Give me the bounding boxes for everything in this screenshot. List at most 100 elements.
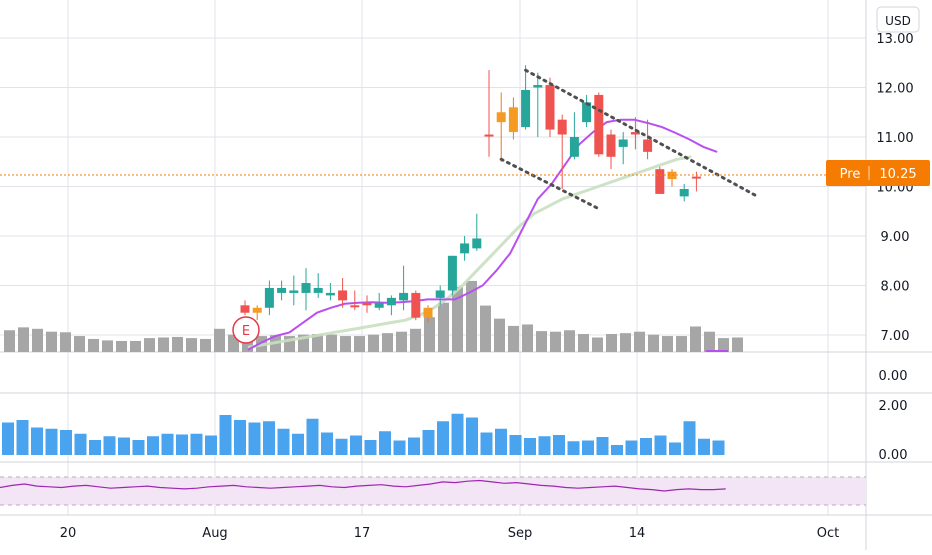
candle-body [679,188,689,197]
indicator-bar [466,417,478,455]
volume-bar [662,336,673,352]
indicator-bar [103,436,116,455]
indicator-bar [538,436,551,455]
volume-bar [704,331,715,352]
indicator-bar [553,435,565,455]
indicator-bar [611,445,623,455]
time-tick-label: 14 [629,526,646,541]
time-tick-label: Oct [817,526,839,541]
volume-bar [522,324,533,352]
indicator-bar [582,440,594,455]
volume-bar [592,337,603,352]
price-axis[interactable]: 13.0012.0011.0010.009.008.007.000.002.00… [876,32,913,463]
rsi-line-path [0,479,726,492]
candle-body [630,132,640,135]
volume-bar [102,340,113,352]
trendlines [499,68,759,211]
candle-body [557,119,567,135]
volume-bar [494,318,505,352]
currency-label: USD [885,14,911,28]
indicator-bar [596,437,609,455]
indicator-bar [379,431,391,455]
volume-bar [312,334,323,352]
volume-bar [452,286,463,352]
indicator-tick-label: 0.00 [879,448,908,463]
candle-body [435,290,445,298]
candle-body [655,169,665,194]
candle-body [484,134,494,137]
time-tick-label: 17 [354,526,371,541]
volume-bar [18,327,29,352]
indicator-bar [161,433,174,455]
earnings-marker[interactable]: E [232,316,260,344]
earnings-label: E [242,324,250,339]
candle-body [545,85,555,130]
indicator-bar [451,413,464,455]
candle-body [240,305,250,313]
sma-slow-line [247,155,692,349]
pre-market-value: 10.25 [879,167,916,182]
price-tick-label: 7.00 [881,329,910,344]
volume-bar [578,334,589,352]
candle-body [264,287,274,308]
indicator-bar [364,440,377,455]
indicator-tick-label: 2.00 [879,399,908,414]
time-tick-label: Aug [202,526,227,541]
indicator-bar [190,433,203,455]
price-tick-label: 12.00 [876,82,913,97]
candle-body [569,137,579,157]
indicator-bar [205,435,217,455]
candle-body [289,290,299,293]
indicator-bar [625,440,638,455]
indicator-bar [335,438,348,455]
volume-bar [158,337,169,352]
time-axis[interactable]: 20 Aug 17 Sep 14 Oct [60,526,840,541]
indicator-bar [147,436,159,455]
candle-body [277,287,287,293]
candle-body [508,107,518,133]
indicator-bar [306,418,319,455]
candle-body [582,102,592,123]
rsi-band-fill [0,477,866,505]
volume-bar [144,338,155,352]
indicator-bar [437,421,449,455]
pre-market-tag[interactable]: Pre 10.25 [0,160,930,186]
indicator-bar [176,434,188,455]
volume-bar [4,330,15,352]
volume-bar [326,334,337,352]
rsi-line [0,479,726,492]
candle-body [362,302,372,306]
pre-market-label: Pre [840,167,861,182]
candle-body [386,297,396,306]
currency-badge[interactable]: USD [876,6,920,33]
indicator-bar [118,437,130,455]
volume-bar [186,338,197,352]
price-tick-label: 13.00 [876,32,913,47]
volume-bar [536,331,547,352]
volume-bar [382,333,393,352]
volume-bar [172,336,183,352]
candle-body [338,290,348,301]
volume-bar [634,331,645,352]
indicator-bar [292,433,304,455]
indicator-bar [683,421,696,455]
time-tick-label: 20 [60,526,77,541]
price-tick-label: 9.00 [881,230,910,245]
volume-bar [396,331,407,352]
candle-body [618,139,628,147]
candle-body [252,307,262,313]
indicator-bar [60,430,72,455]
volume-bar [298,334,309,352]
sma-fast-line [247,118,718,351]
volume-bars [4,280,743,352]
indicator-bar [2,422,14,455]
price-tick-label: 8.00 [881,280,910,295]
candle-body [472,238,482,249]
indicator-bar [219,415,232,455]
time-tick-label: Sep [508,526,533,541]
candle-body [643,139,653,152]
volume-bar [410,328,421,352]
indicator-bar [669,442,681,455]
